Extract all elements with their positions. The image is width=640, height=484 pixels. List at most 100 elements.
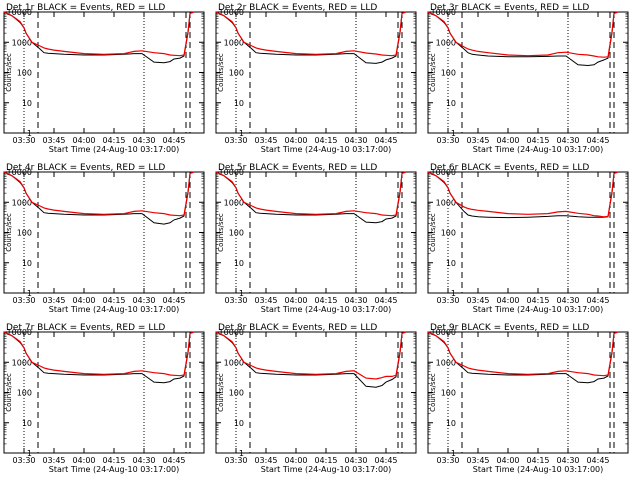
y-tick-label: 1	[27, 129, 32, 138]
y-tick-label: 10000	[219, 328, 244, 337]
y-tick-label: 10	[22, 419, 32, 428]
events-series-line	[3, 331, 195, 384]
y-axis-label: Counts/sec	[5, 213, 13, 252]
plot-frame	[3, 11, 205, 134]
x-tick-label: 04:30	[132, 296, 155, 305]
y-tick-label: 10	[234, 419, 244, 428]
x-tick-label: 04:30	[132, 136, 155, 145]
x-axis-label: Start Time (24-Aug-10 03:17:00)	[473, 465, 604, 474]
x-tick-label: 04:30	[344, 296, 367, 305]
plot-frame	[215, 11, 417, 134]
x-tick-label: 04:15	[526, 136, 549, 145]
x-tick-label: 04:30	[556, 456, 579, 465]
plot-frame	[215, 331, 417, 454]
events-series-line	[215, 171, 407, 224]
x-tick-label: 04:15	[314, 456, 337, 465]
y-tick-label: 1000	[436, 198, 456, 207]
y-tick-label: 1	[239, 129, 244, 138]
y-axis-label: Counts/sec	[217, 53, 225, 92]
x-axis-label: Start Time (24-Aug-10 03:17:00)	[49, 465, 180, 474]
y-tick-label: 10	[22, 259, 32, 268]
x-tick-label: 03:30	[12, 296, 35, 305]
plot-frame	[3, 171, 205, 294]
events-series-line	[427, 11, 619, 67]
y-tick-label: 1	[239, 289, 244, 298]
x-tick-label: 03:45	[466, 456, 489, 465]
events-series-line	[215, 11, 407, 64]
x-tick-label: 04:00	[496, 136, 519, 145]
x-tick-label: 04:15	[102, 456, 125, 465]
x-tick-label: 04:00	[284, 456, 307, 465]
x-tick-label: 03:30	[436, 136, 459, 145]
x-tick-label: 04:30	[132, 456, 155, 465]
lld-series-line	[3, 171, 195, 217]
x-tick-label: 03:30	[224, 456, 247, 465]
x-tick-label: 04:45	[374, 136, 397, 145]
x-tick-label: 04:30	[556, 136, 579, 145]
x-tick-label: 04:15	[102, 136, 125, 145]
plot-frame	[427, 331, 629, 454]
y-tick-label: 1000	[436, 358, 456, 367]
lld-series-line	[427, 11, 619, 58]
x-tick-label: 03:45	[254, 296, 277, 305]
y-tick-label: 10	[446, 419, 456, 428]
x-tick-label: 04:00	[72, 456, 95, 465]
x-axis-label: Start Time (24-Aug-10 03:17:00)	[49, 305, 180, 314]
x-tick-label: 04:00	[284, 136, 307, 145]
lld-series-line	[3, 11, 195, 57]
x-tick-label: 04:45	[374, 296, 397, 305]
x-tick-label: 04:00	[496, 296, 519, 305]
y-tick-label: 10000	[431, 328, 456, 337]
x-axis-label: Start Time (24-Aug-10 03:17:00)	[49, 145, 180, 154]
x-tick-label: 03:45	[466, 296, 489, 305]
x-tick-label: 03:45	[254, 136, 277, 145]
panel-title: Det 7r BLACK = Events, RED = LLD	[6, 323, 165, 333]
events-series-line	[427, 171, 619, 219]
x-tick-label: 03:45	[42, 456, 65, 465]
y-tick-label: 10000	[431, 168, 456, 177]
y-tick-label: 1	[27, 449, 32, 458]
y-tick-label: 1000	[12, 38, 32, 47]
x-tick-label: 04:30	[344, 136, 367, 145]
x-axis-label: Start Time (24-Aug-10 03:17:00)	[473, 305, 604, 314]
plot-frame	[3, 331, 205, 454]
y-axis-label: Counts/sec	[5, 373, 13, 412]
x-tick-label: 04:15	[314, 136, 337, 145]
panel-title: Det 2r BLACK = Events, RED = LLD	[218, 3, 377, 13]
y-tick-label: 1	[451, 449, 456, 458]
x-tick-label: 04:00	[72, 136, 95, 145]
x-tick-label: 03:30	[224, 296, 247, 305]
panel-title: Det 8r BLACK = Events, RED = LLD	[218, 323, 377, 333]
x-axis-label: Start Time (24-Aug-10 03:17:00)	[473, 145, 604, 154]
panel-title: Det 9r BLACK = Events, RED = LLD	[430, 323, 589, 333]
y-tick-label: 10000	[7, 328, 32, 337]
x-tick-label: 03:30	[436, 456, 459, 465]
lld-series-line	[427, 331, 619, 377]
x-axis-label: Start Time (24-Aug-10 03:17:00)	[261, 305, 392, 314]
y-tick-label: 10	[234, 99, 244, 108]
x-tick-label: 04:30	[344, 456, 367, 465]
y-axis-label: Counts/sec	[217, 213, 225, 252]
lld-series-line	[215, 11, 407, 57]
y-tick-label: 10	[446, 99, 456, 108]
y-tick-label: 1000	[436, 38, 456, 47]
y-tick-label: 1000	[224, 198, 244, 207]
x-tick-label: 03:30	[12, 136, 35, 145]
x-tick-label: 03:45	[466, 136, 489, 145]
plot-frame	[427, 171, 629, 294]
x-tick-label: 04:45	[374, 456, 397, 465]
y-tick-label: 1000	[224, 38, 244, 47]
lld-series-line	[215, 171, 407, 217]
panel-title: Det 6r BLACK = Events, RED = LLD	[430, 163, 589, 173]
plot-frame	[215, 171, 417, 294]
x-tick-label: 03:45	[42, 296, 65, 305]
y-tick-label: 1	[451, 129, 456, 138]
panel-title: Det 5r BLACK = Events, RED = LLD	[218, 163, 377, 173]
x-tick-label: 04:15	[102, 296, 125, 305]
x-tick-label: 03:30	[224, 136, 247, 145]
y-tick-label: 1000	[12, 358, 32, 367]
y-tick-label: 1000	[12, 198, 32, 207]
y-tick-label: 1	[451, 289, 456, 298]
x-tick-label: 04:00	[284, 296, 307, 305]
